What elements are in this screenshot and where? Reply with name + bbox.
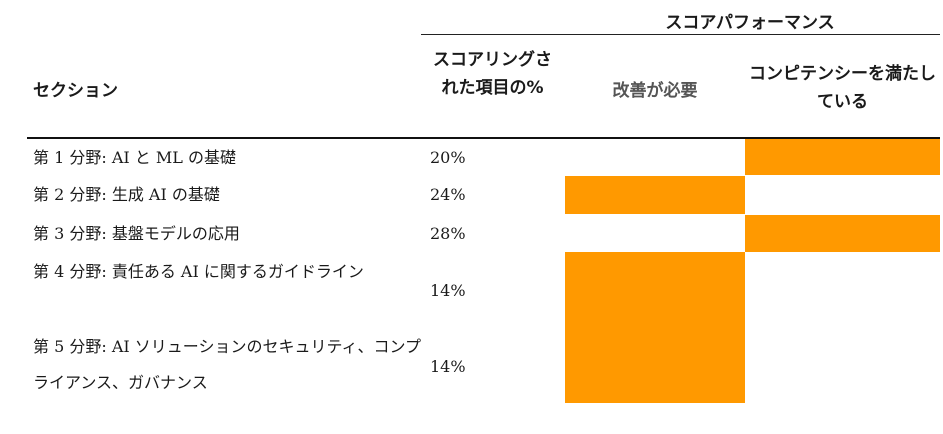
header-divider xyxy=(27,137,940,139)
needs-improvement-bar-4-5 xyxy=(565,252,745,403)
competent-column-header: コンピテンシーを満たしている xyxy=(749,64,936,112)
section-percent-4: 14% xyxy=(430,281,466,300)
competent-bar-1 xyxy=(745,139,940,175)
section-percent-3: 28% xyxy=(430,224,466,243)
section-percent-2: 24% xyxy=(430,185,466,204)
section-name-2: 第 2 分野: 生成 AI の基礎 xyxy=(33,185,220,204)
section-name-1: 第 1 分野: AI と ML の基礎 xyxy=(33,148,236,167)
section-name-3: 第 3 分野: 基盤モデルの応用 xyxy=(33,224,240,243)
group-divider xyxy=(421,34,940,35)
section-percent-1: 20% xyxy=(430,148,466,167)
section-name-5: 第 5 分野: AI ソリューションのセキュリティ、コンプライアンス、ガバナンス xyxy=(33,337,422,392)
section-column-header: セクション xyxy=(33,81,118,101)
needs-improvement-column-header: 改善が必要 xyxy=(612,81,698,101)
percent-column-header: スコアリングされた項目の% xyxy=(433,50,552,98)
section-name-4: 第 4 分野: 責任ある AI に関するガイドライン xyxy=(33,262,364,281)
score-performance-title: スコアパフォーマンス xyxy=(665,13,835,33)
section-percent-5: 14% xyxy=(430,357,466,376)
needs-improvement-bar-2 xyxy=(565,176,745,214)
competent-bar-3 xyxy=(745,215,940,252)
